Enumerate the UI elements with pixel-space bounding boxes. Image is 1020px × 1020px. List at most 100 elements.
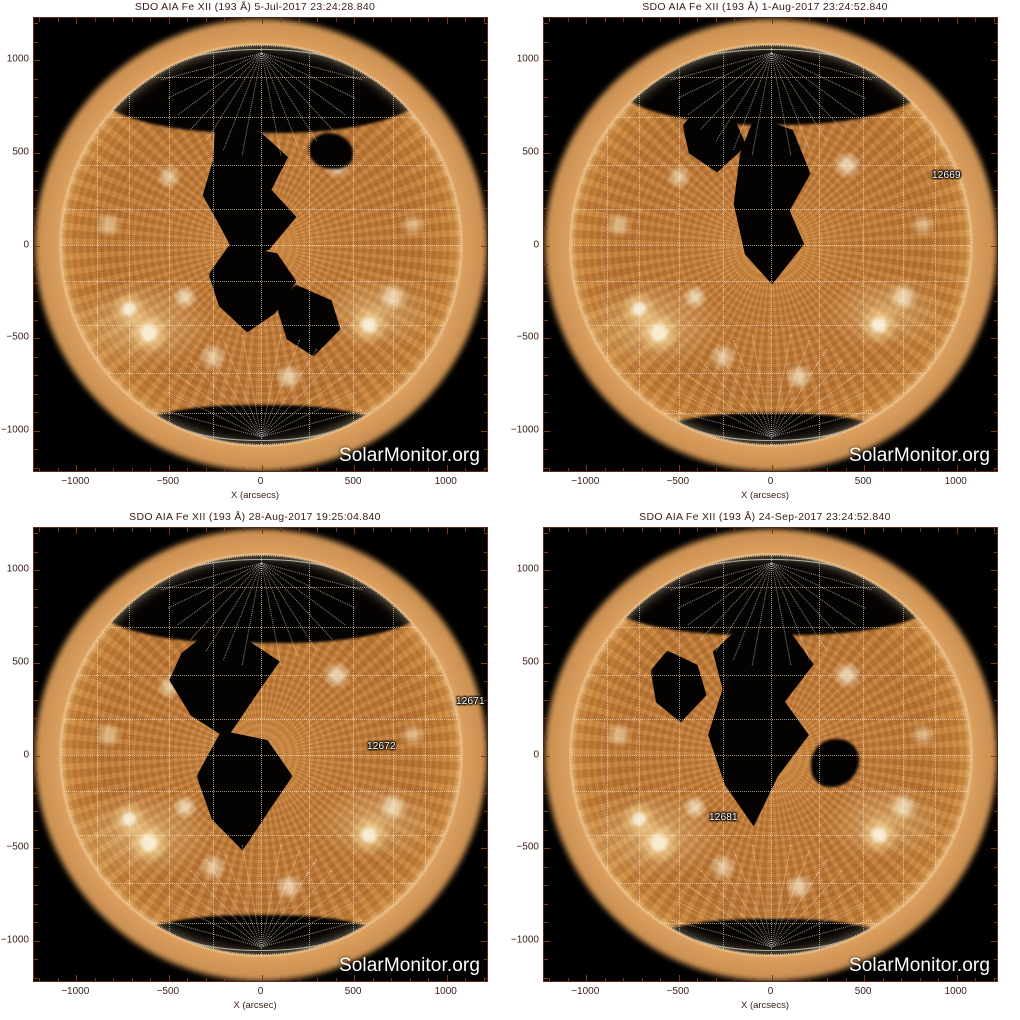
y-tick-right	[993, 41, 997, 43]
y-tick-right	[483, 551, 487, 553]
y-tick-right	[483, 264, 487, 266]
x-tick-minor	[882, 467, 884, 471]
x-tick-label: −1000	[61, 986, 90, 997]
y-tick-minor	[544, 171, 548, 173]
y-tick-minor	[544, 134, 548, 136]
y-tick-minor	[34, 533, 38, 535]
y-tick-right	[993, 412, 997, 414]
y-tick-right	[481, 152, 487, 154]
y-tick-major	[34, 755, 40, 757]
y-tick-minor	[544, 903, 548, 905]
x-tick-top	[901, 18, 903, 22]
solar-image-panel-4[interactable]: SDO AIA Fe XII (193 Å) 24-Sep-2017 23:24…	[510, 510, 1020, 1020]
y-tick-minor	[34, 829, 38, 831]
solar-limb-circle	[570, 554, 971, 955]
x-tick-minor	[317, 977, 319, 981]
x-tick-top	[483, 528, 485, 532]
y-tick-label: 500	[12, 146, 29, 158]
y-tick-minor	[34, 412, 38, 414]
y-tick-minor	[34, 41, 38, 43]
x-tick-minor	[752, 977, 754, 981]
y-tick-right	[483, 829, 487, 831]
x-tick-top	[975, 528, 977, 532]
x-tick-minor	[604, 977, 606, 981]
x-tick-major	[864, 465, 866, 471]
y-tick-right	[993, 699, 997, 701]
y-tick-minor	[544, 412, 548, 414]
y-tick-right	[993, 134, 997, 136]
x-tick-top	[993, 18, 995, 22]
x-tick-top	[57, 18, 59, 22]
y-tick-label: −1000	[510, 424, 539, 436]
y-tick-label: 500	[522, 656, 539, 668]
y-tick-minor	[34, 449, 38, 451]
y-tick-right	[993, 903, 997, 905]
watermark-3: SolarMonitor.org	[338, 955, 480, 976]
x-tick-top	[790, 528, 792, 532]
x-tick-minor	[57, 467, 59, 471]
y-tick-right	[481, 940, 487, 942]
x-tick-top	[604, 18, 606, 22]
y-tick-right	[993, 208, 997, 210]
x-tick-minor	[113, 467, 115, 471]
x-axis-title-2: X (arcsecs)	[740, 490, 790, 501]
y-tick-right	[483, 792, 487, 794]
y-tick-right	[481, 755, 487, 757]
solar-image-panel-3[interactable]: SDO AIA Fe XII (193 Å) 28-Aug-2017 19:25…	[0, 510, 510, 1020]
x-tick-label: 500	[854, 986, 872, 997]
x-axis-title-4: X (arcsecs)	[740, 1000, 790, 1011]
y-tick-right	[483, 866, 487, 868]
y-tick-minor	[34, 97, 38, 99]
x-tick-minor	[715, 977, 717, 981]
x-tick-top	[678, 528, 680, 534]
x-tick-top	[771, 528, 773, 534]
y-tick-minor	[34, 718, 38, 720]
x-tick-top	[808, 528, 810, 532]
x-tick-minor	[827, 977, 829, 981]
x-tick-minor	[298, 467, 300, 471]
active-region-label-12669: 12669	[932, 170, 961, 181]
y-tick-label: 1000	[516, 563, 539, 575]
x-tick-top	[354, 18, 356, 24]
y-tick-minor	[544, 681, 548, 683]
x-tick-top	[697, 18, 699, 22]
y-tick-right	[991, 848, 997, 850]
y-tick-right	[991, 60, 997, 62]
y-tick-label: 1000	[516, 53, 539, 65]
y-tick-right	[993, 189, 997, 191]
x-tick-minor	[975, 467, 977, 471]
x-tick-major	[771, 975, 773, 981]
x-tick-top	[919, 528, 921, 532]
y-tick-minor	[544, 792, 548, 794]
x-tick-top	[94, 18, 96, 22]
y-tick-right	[993, 736, 997, 738]
y-tick-label: 1000	[6, 563, 29, 575]
x-tick-top	[242, 528, 244, 532]
y-tick-minor	[544, 97, 548, 99]
sun-image-2	[544, 18, 997, 471]
x-tick-top	[261, 528, 263, 534]
x-tick-label: 1000	[434, 476, 457, 487]
x-tick-minor	[919, 977, 921, 981]
x-tick-minor	[734, 467, 736, 471]
x-tick-top	[938, 18, 940, 22]
y-tick-minor	[544, 189, 548, 191]
x-tick-top	[549, 528, 551, 532]
y-tick-minor	[544, 375, 548, 377]
x-tick-minor	[242, 977, 244, 981]
y-tick-minor	[544, 115, 548, 117]
x-axis-title-1: X (arcsecs)	[230, 490, 280, 501]
y-tick-label: −1000	[0, 934, 29, 946]
y-tick-right	[993, 171, 997, 173]
x-tick-top	[697, 528, 699, 532]
x-tick-top	[864, 18, 866, 24]
y-tick-right	[993, 449, 997, 451]
x-tick-minor	[150, 467, 152, 471]
y-tick-minor	[544, 959, 548, 961]
solar-image-panel-2[interactable]: SDO AIA Fe XII (193 Å) 1-Aug-2017 23:24:…	[510, 0, 1020, 510]
y-tick-major	[544, 848, 550, 850]
solar-image-panel-1[interactable]: SDO AIA Fe XII (193 Å) 5-Jul-2017 23:24:…	[0, 0, 510, 510]
y-tick-right	[483, 811, 487, 813]
x-tick-top	[567, 528, 569, 532]
y-tick-minor	[544, 208, 548, 210]
